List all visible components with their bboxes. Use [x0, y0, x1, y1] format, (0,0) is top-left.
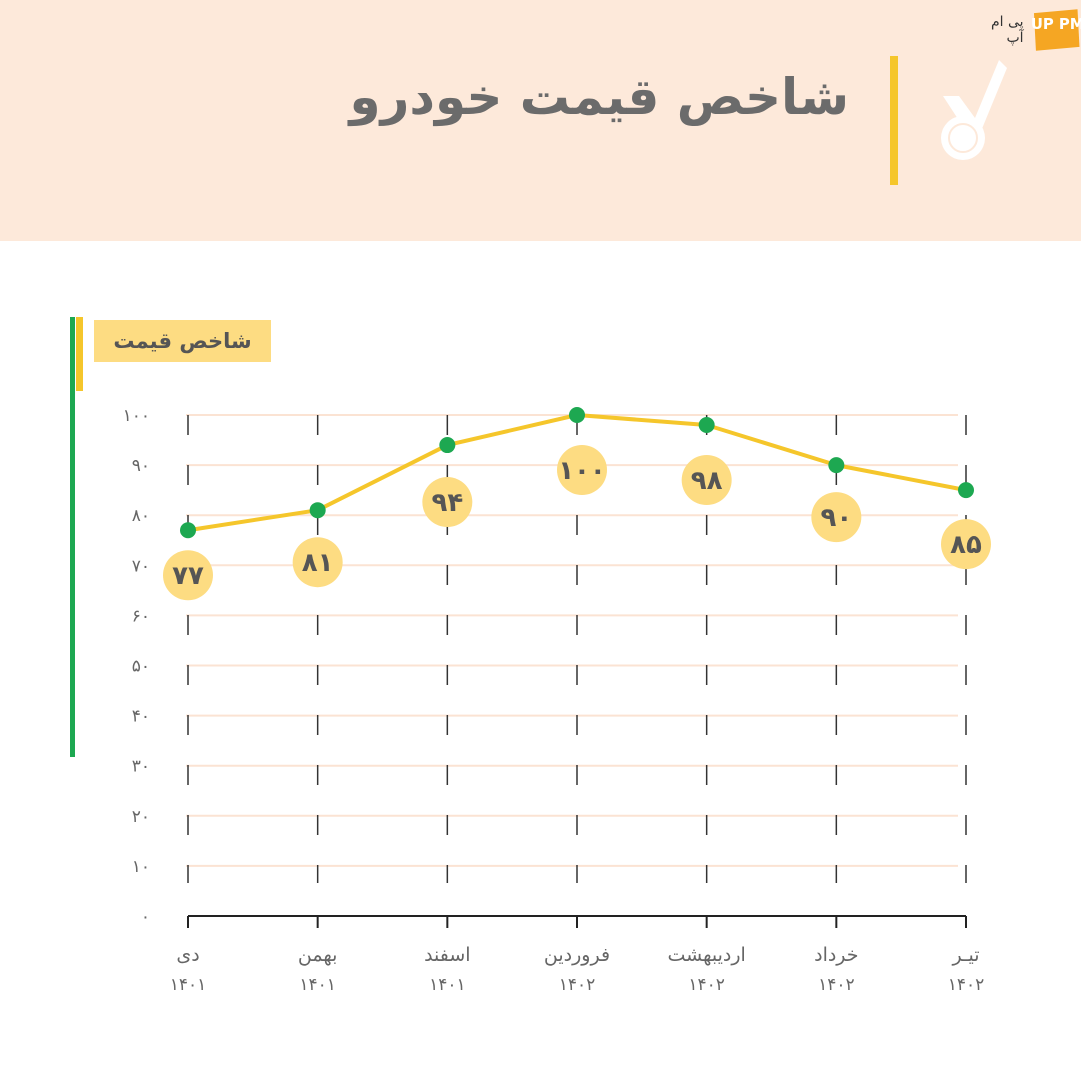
- x-tick-label-month: اسفند: [424, 944, 471, 966]
- x-tick-label-month: خرداد: [814, 944, 858, 966]
- x-tick-label-year: ۱۴۰۱: [429, 975, 466, 995]
- y-tick-label: ۷۰: [132, 556, 150, 576]
- header-banner: [0, 0, 1081, 241]
- x-tick-label-month: دی: [176, 944, 199, 966]
- data-point: [180, 522, 196, 539]
- data-point: [828, 457, 845, 474]
- x-tick-label-year: ۱۴۰۲: [818, 975, 855, 995]
- y-tick-label: ۹۰: [132, 456, 150, 476]
- x-tick-label-year: ۱۴۰۱: [299, 975, 336, 995]
- brand[interactable]: پی ام آپ UP PM: [970, 9, 1081, 51]
- x-tick-label-year: ۱۴۰۲: [559, 975, 596, 995]
- x-tick-label-year: ۱۴۰۲: [948, 975, 985, 995]
- data-label: ۸۱: [302, 548, 334, 578]
- x-tick-label-year: ۱۴۰۱: [170, 975, 207, 995]
- brand-logo-icon: UP PM: [1030, 9, 1081, 51]
- legend-label: شاخص قیمت: [94, 320, 271, 362]
- x-tick-label-month: فروردین: [544, 944, 610, 966]
- data-point: [958, 482, 974, 499]
- page-title: شاخص قیمت خودرو: [349, 68, 849, 126]
- data-label-bubble: [941, 519, 991, 570]
- data-point: [569, 407, 585, 423]
- data-label-bubble: [811, 492, 862, 543]
- y-tick-label: ۴۰: [132, 707, 150, 727]
- y-tick-label: ۲۰: [132, 807, 150, 827]
- brand-logo-text: UP PM: [1030, 16, 1081, 33]
- data-label: ۱۰۰: [558, 456, 606, 486]
- x-tick-label-month: اردیبهشت: [668, 944, 746, 966]
- x-tick-label-month: بهمن: [298, 944, 338, 966]
- data-label-bubble: [681, 455, 732, 506]
- y-tick-label: ۰: [141, 907, 150, 927]
- y-tick-label: ۱۰: [132, 857, 150, 877]
- x-tick-label-year: ۱۴۰۲: [688, 975, 725, 995]
- data-label-bubble: [163, 550, 213, 601]
- check-badge-icon: [941, 60, 1007, 160]
- data-point: [698, 417, 715, 434]
- data-point: [439, 437, 456, 454]
- y-tick-label: ۳۰: [132, 757, 150, 777]
- brand-name: پی ام آپ: [990, 14, 1024, 46]
- data-point: [309, 502, 326, 519]
- data-label: ۷۷: [172, 561, 204, 591]
- y-tick-label: ۸۰: [132, 506, 150, 526]
- x-tick-label-month: تیـر: [951, 944, 979, 966]
- data-label: ۹۴: [431, 488, 463, 518]
- y-tick-label: ۶۰: [132, 606, 150, 626]
- data-label: ۹۸: [691, 466, 723, 496]
- legend-yellow-bar: [76, 317, 83, 391]
- data-label: ۹۰: [820, 503, 852, 533]
- title-accent-bar: [890, 56, 898, 185]
- legend-green-bar: [70, 317, 75, 757]
- data-label-bubble: [422, 477, 473, 528]
- y-tick-label: ۱۰۰: [123, 406, 150, 426]
- data-label-bubble: [292, 537, 343, 588]
- y-tick-label: ۵۰: [132, 657, 150, 677]
- data-label-bubble: [557, 445, 607, 495]
- data-label: ۸۵: [950, 530, 982, 560]
